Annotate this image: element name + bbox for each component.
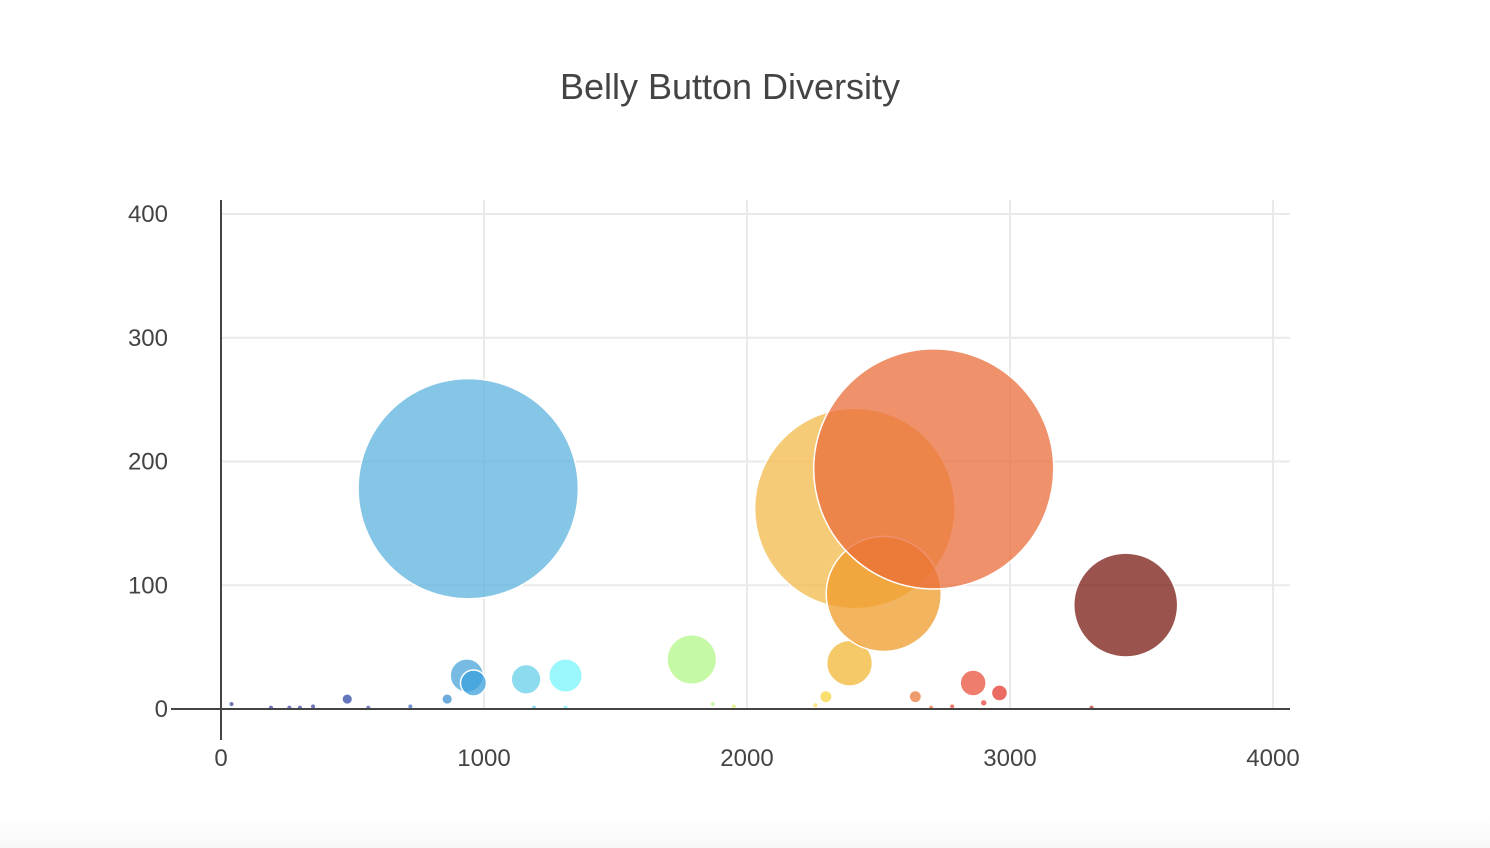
y-tick-label: 0 — [155, 696, 168, 723]
bubble-point[interactable] — [441, 693, 453, 705]
bubble-point[interactable] — [908, 689, 923, 704]
bubble-point[interactable] — [812, 348, 1055, 590]
y-tick-label: 200 — [128, 449, 168, 476]
bubble-point[interactable] — [959, 669, 987, 697]
bubble-point[interactable] — [818, 689, 833, 704]
x-tick-label: 0 — [214, 745, 227, 772]
y-tick-label: 400 — [128, 201, 168, 228]
bubble-point[interactable] — [666, 634, 718, 685]
bubble-point[interactable] — [341, 693, 353, 705]
bubble-point[interactable] — [357, 377, 580, 600]
axes — [171, 200, 1290, 740]
tick-labels: 0 1000 2000 3000 4000 0 100 200 300 400 — [128, 201, 1300, 772]
bubble-point[interactable] — [510, 663, 542, 695]
y-tick-label: 100 — [128, 572, 168, 599]
x-tick-label: 4000 — [1246, 745, 1299, 772]
y-tick-label: 300 — [128, 325, 168, 352]
bubble-point[interactable] — [1072, 552, 1179, 658]
bubbles — [228, 348, 1179, 711]
chart-title: Belly Button Diversity — [559, 66, 901, 107]
bubble-point[interactable] — [980, 699, 988, 707]
bubble-point[interactable] — [709, 701, 716, 707]
bubble-point[interactable] — [990, 684, 1009, 702]
x-tick-label: 1000 — [457, 745, 510, 772]
x-tick-label: 2000 — [720, 745, 773, 772]
bubble-point[interactable] — [459, 669, 488, 697]
bubble-point[interactable] — [548, 658, 583, 694]
bubble-point[interactable] — [812, 702, 819, 709]
x-tick-label: 3000 — [983, 745, 1036, 772]
bubble-point[interactable] — [228, 701, 235, 707]
